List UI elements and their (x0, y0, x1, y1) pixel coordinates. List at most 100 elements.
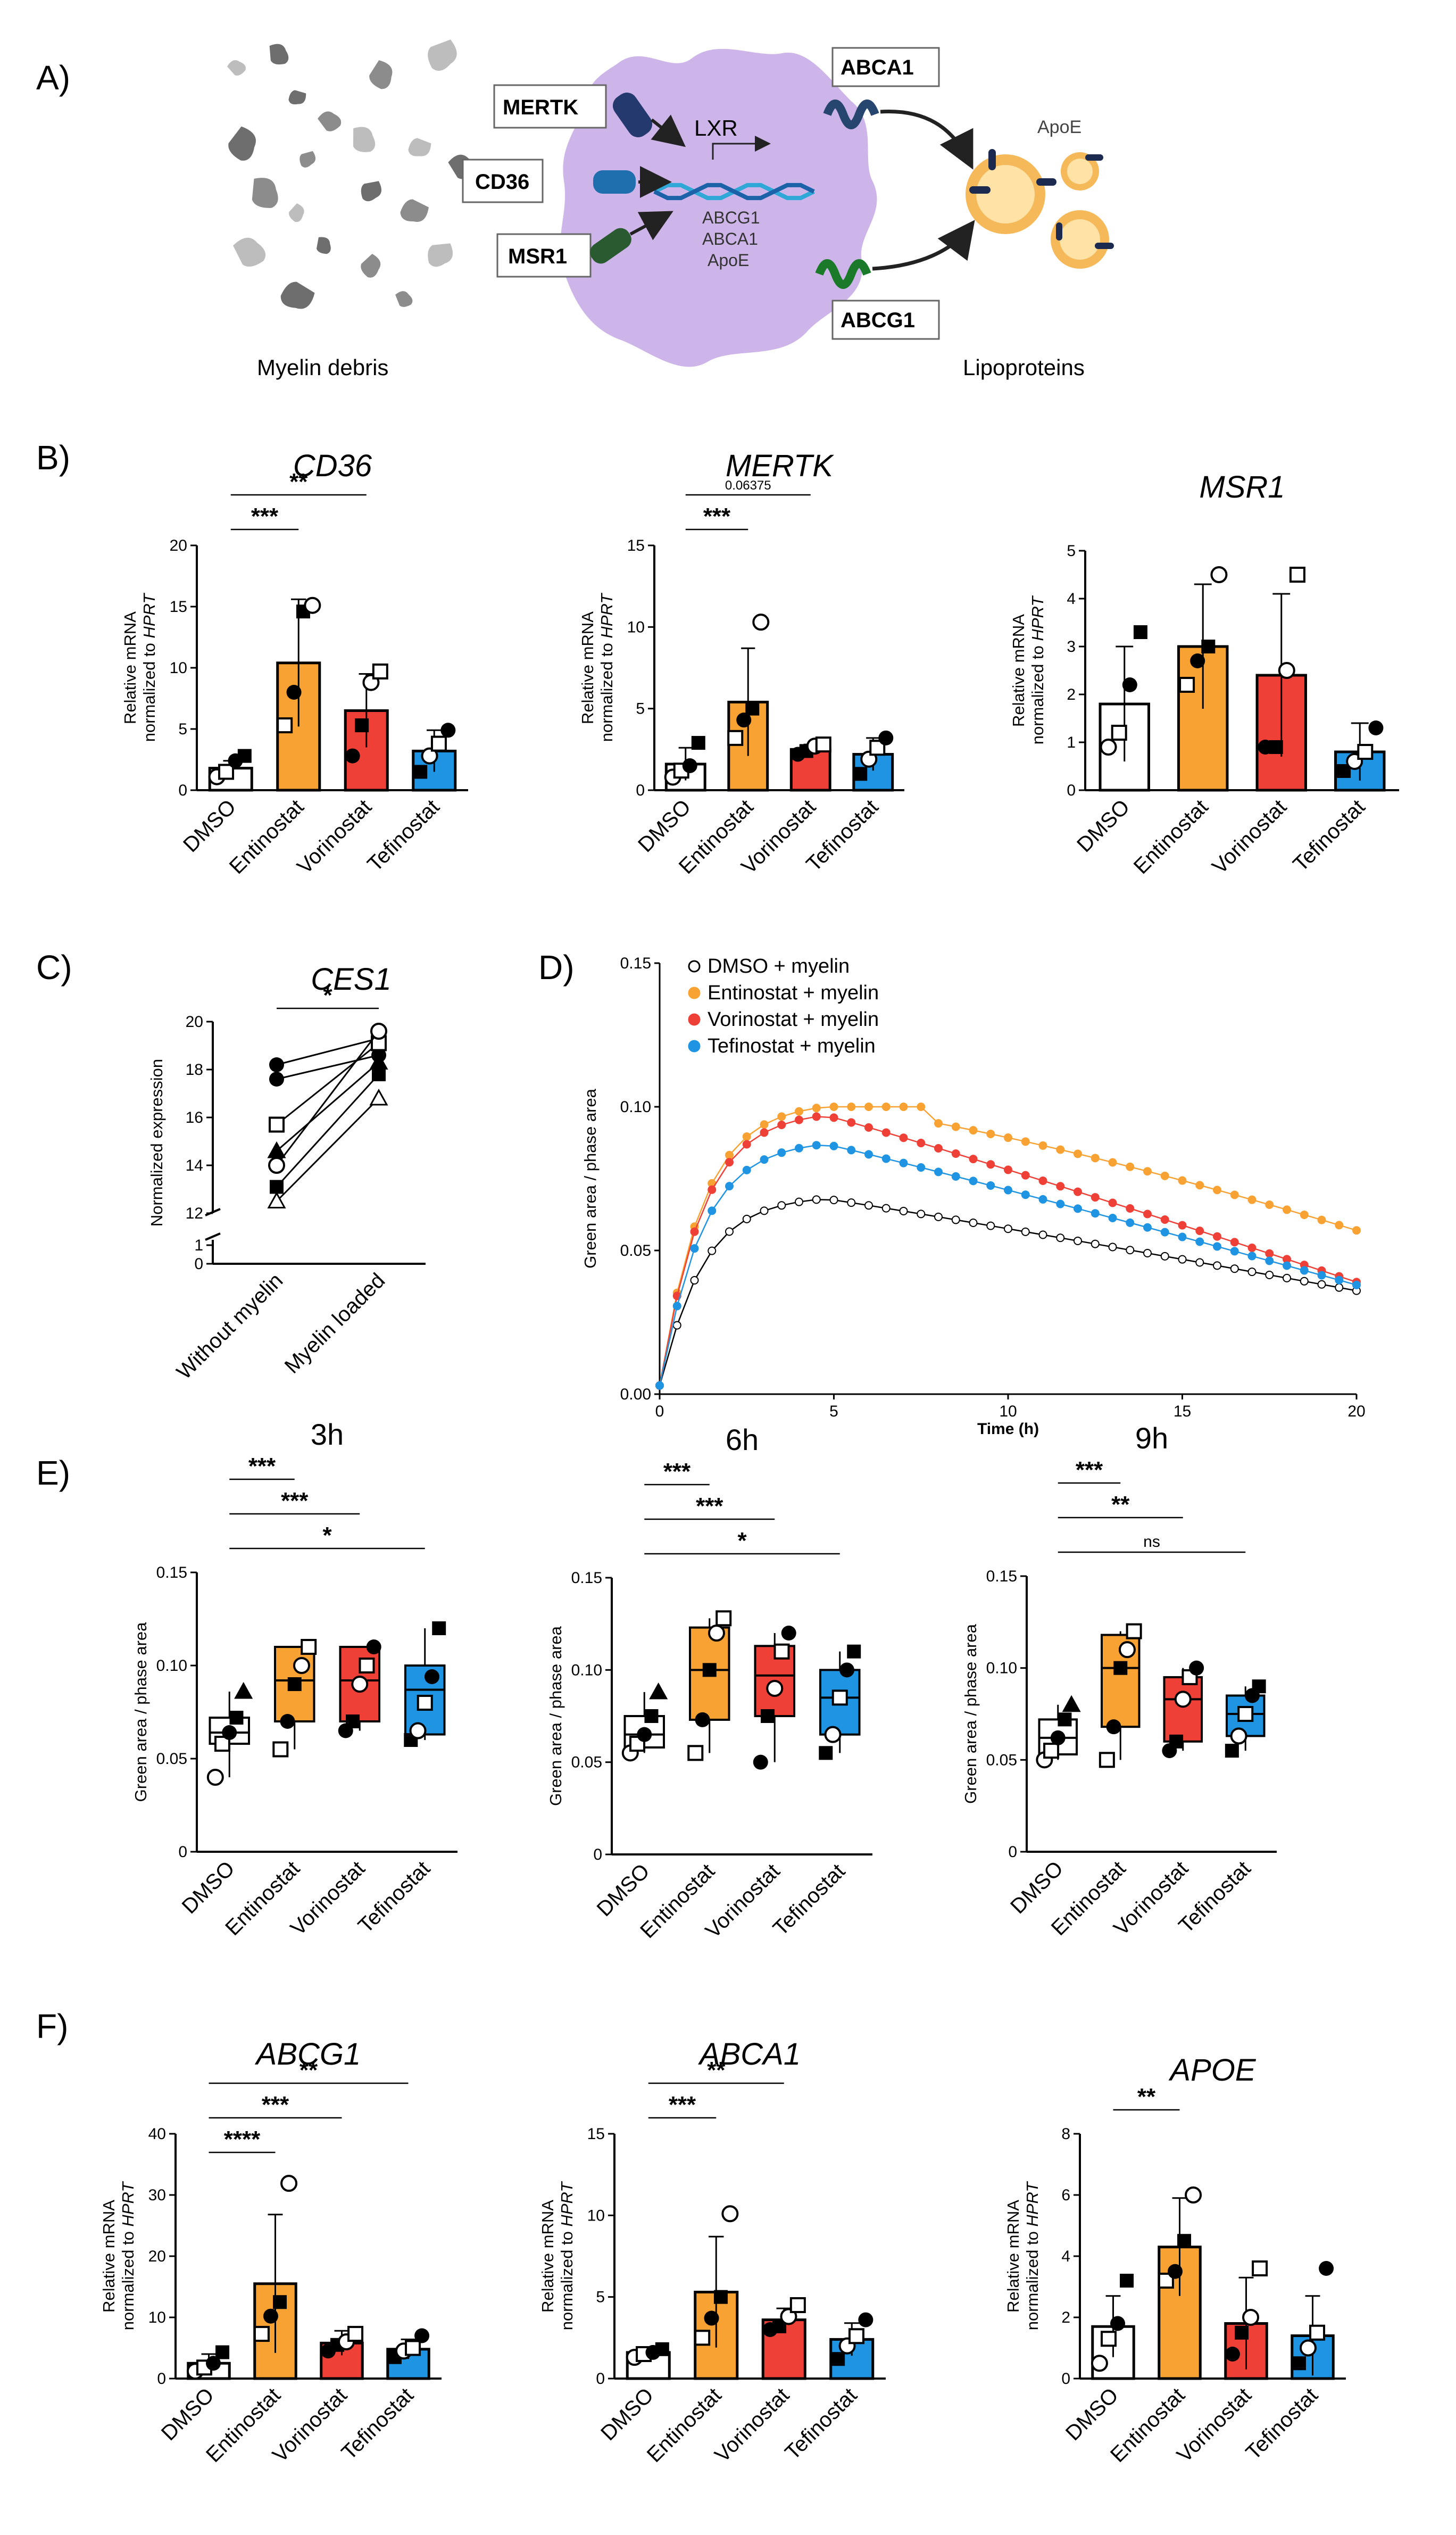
data-point (831, 1689, 848, 1706)
data-point (280, 2175, 298, 2192)
y-tick-label: 5 (178, 720, 187, 738)
y-tick-label: 20 (186, 1013, 203, 1031)
data-point (1289, 567, 1305, 583)
significance-label: *** (696, 1493, 723, 1519)
y-tick-label: 0.10 (156, 1657, 187, 1675)
series-point (1038, 1176, 1047, 1185)
series-point (1352, 1226, 1361, 1235)
series-point (864, 1123, 873, 1132)
series-point (1126, 1218, 1135, 1227)
y-tick-label: 0 (157, 2370, 166, 2388)
data-point (694, 2330, 711, 2346)
axis-break (205, 1208, 221, 1241)
legend-marker (688, 1040, 701, 1053)
y-tick-label: 3 (1067, 638, 1076, 656)
pair-line (276, 1038, 379, 1066)
series-point (829, 1196, 838, 1205)
debris-fragment (400, 199, 429, 222)
data-point (1099, 1752, 1115, 1768)
series-point (1091, 1209, 1100, 1218)
series-point (1213, 1232, 1221, 1241)
data-point (1230, 1727, 1247, 1745)
chart-title: ABCG1 (255, 2037, 361, 2072)
series-point (1074, 1187, 1082, 1196)
data-point (1158, 2273, 1174, 2289)
data-point (1319, 2261, 1334, 2276)
significance-label: *** (248, 1453, 276, 1479)
series-point (742, 1214, 751, 1223)
chart-title: APOE (1168, 2053, 1256, 2087)
y-tick-label: 20 (170, 537, 187, 554)
series-point (1038, 1195, 1047, 1204)
series-point (969, 1126, 978, 1135)
series-point (760, 1128, 769, 1137)
series-point (969, 1155, 978, 1164)
data-point (267, 1141, 286, 1158)
series-point (1143, 1223, 1152, 1232)
series-point (847, 1146, 856, 1155)
y-tick-label: 4 (1061, 2248, 1070, 2265)
legend-entry: Tefinostat + myelin (708, 1035, 876, 1057)
debris-fragment (280, 281, 315, 309)
y-tick-label: 0.15 (620, 955, 651, 972)
series-point (690, 1275, 699, 1285)
chart-title: ABCA1 (698, 2037, 801, 2072)
x-category-label: DMSO (596, 2383, 658, 2445)
series-point (1004, 1133, 1012, 1142)
significance-label: *** (663, 1459, 691, 1485)
data-point (1309, 2324, 1326, 2341)
series-point (1265, 1256, 1274, 1265)
data-point (1133, 625, 1147, 639)
y-tick-label: 12 (186, 1205, 203, 1222)
chart-title: 6h (726, 1423, 759, 1456)
data-point (218, 764, 235, 780)
series-point (1021, 1227, 1030, 1236)
series-point (847, 1103, 856, 1111)
data-point (1118, 1641, 1136, 1659)
series-point (1160, 1228, 1169, 1237)
series-point (1108, 1158, 1117, 1167)
series-point (1213, 1186, 1221, 1195)
data-point (1100, 2331, 1117, 2347)
series-point (934, 1144, 943, 1153)
series-point (812, 1104, 821, 1113)
debris-fragment (288, 90, 306, 105)
abcg1-label: ABCG1 (841, 309, 915, 332)
data-point (1167, 2264, 1183, 2279)
data-point (440, 723, 456, 738)
significance-label: 0.06375 (725, 478, 771, 493)
series-point (795, 1197, 803, 1206)
y-tick-label: 5 (636, 700, 645, 718)
y-tick-label: 0.10 (986, 1660, 1017, 1677)
data-point (421, 747, 438, 765)
series-point (795, 1144, 803, 1153)
data-point (234, 1681, 253, 1699)
data-point (637, 1727, 652, 1742)
legend-entry: Vorinostat + myelin (708, 1008, 879, 1031)
series-point (795, 1107, 803, 1116)
significance-label: *** (262, 2092, 289, 2118)
myelin-uptake-diagram: LXR ABCG1 ABCA1 ApoE MERTK CD36 MSR1 ABC… (227, 39, 1114, 380)
data-point (1185, 2186, 1202, 2203)
data-point (702, 1663, 717, 1677)
data-point (253, 2326, 270, 2342)
series-point (1074, 1204, 1082, 1213)
series-point (1195, 1181, 1204, 1190)
series-point (1108, 1214, 1117, 1223)
bar-chart-apoe: APOE 0 2 4 6 8 Relative mRNA normalized to HPRT… (1004, 2053, 1346, 2467)
series-point (1160, 1215, 1169, 1224)
chart-title: MERTK (726, 449, 834, 483)
series-point (1143, 1167, 1152, 1176)
series-point (1195, 1227, 1204, 1236)
y-tick-label: 14 (186, 1157, 203, 1174)
data-point (345, 748, 360, 764)
data-point (1278, 662, 1295, 679)
msr1-receptor: MSR1 (496, 211, 673, 278)
series-point (969, 1177, 978, 1186)
box-vorinostat (1163, 1676, 1203, 1743)
significance-label: ** (707, 2057, 726, 2083)
data-point (206, 1769, 224, 1786)
series-point (1178, 1232, 1187, 1241)
y-axis-label: Green area / phase area (961, 1623, 980, 1804)
y-tick-label: 0.10 (571, 1661, 602, 1679)
